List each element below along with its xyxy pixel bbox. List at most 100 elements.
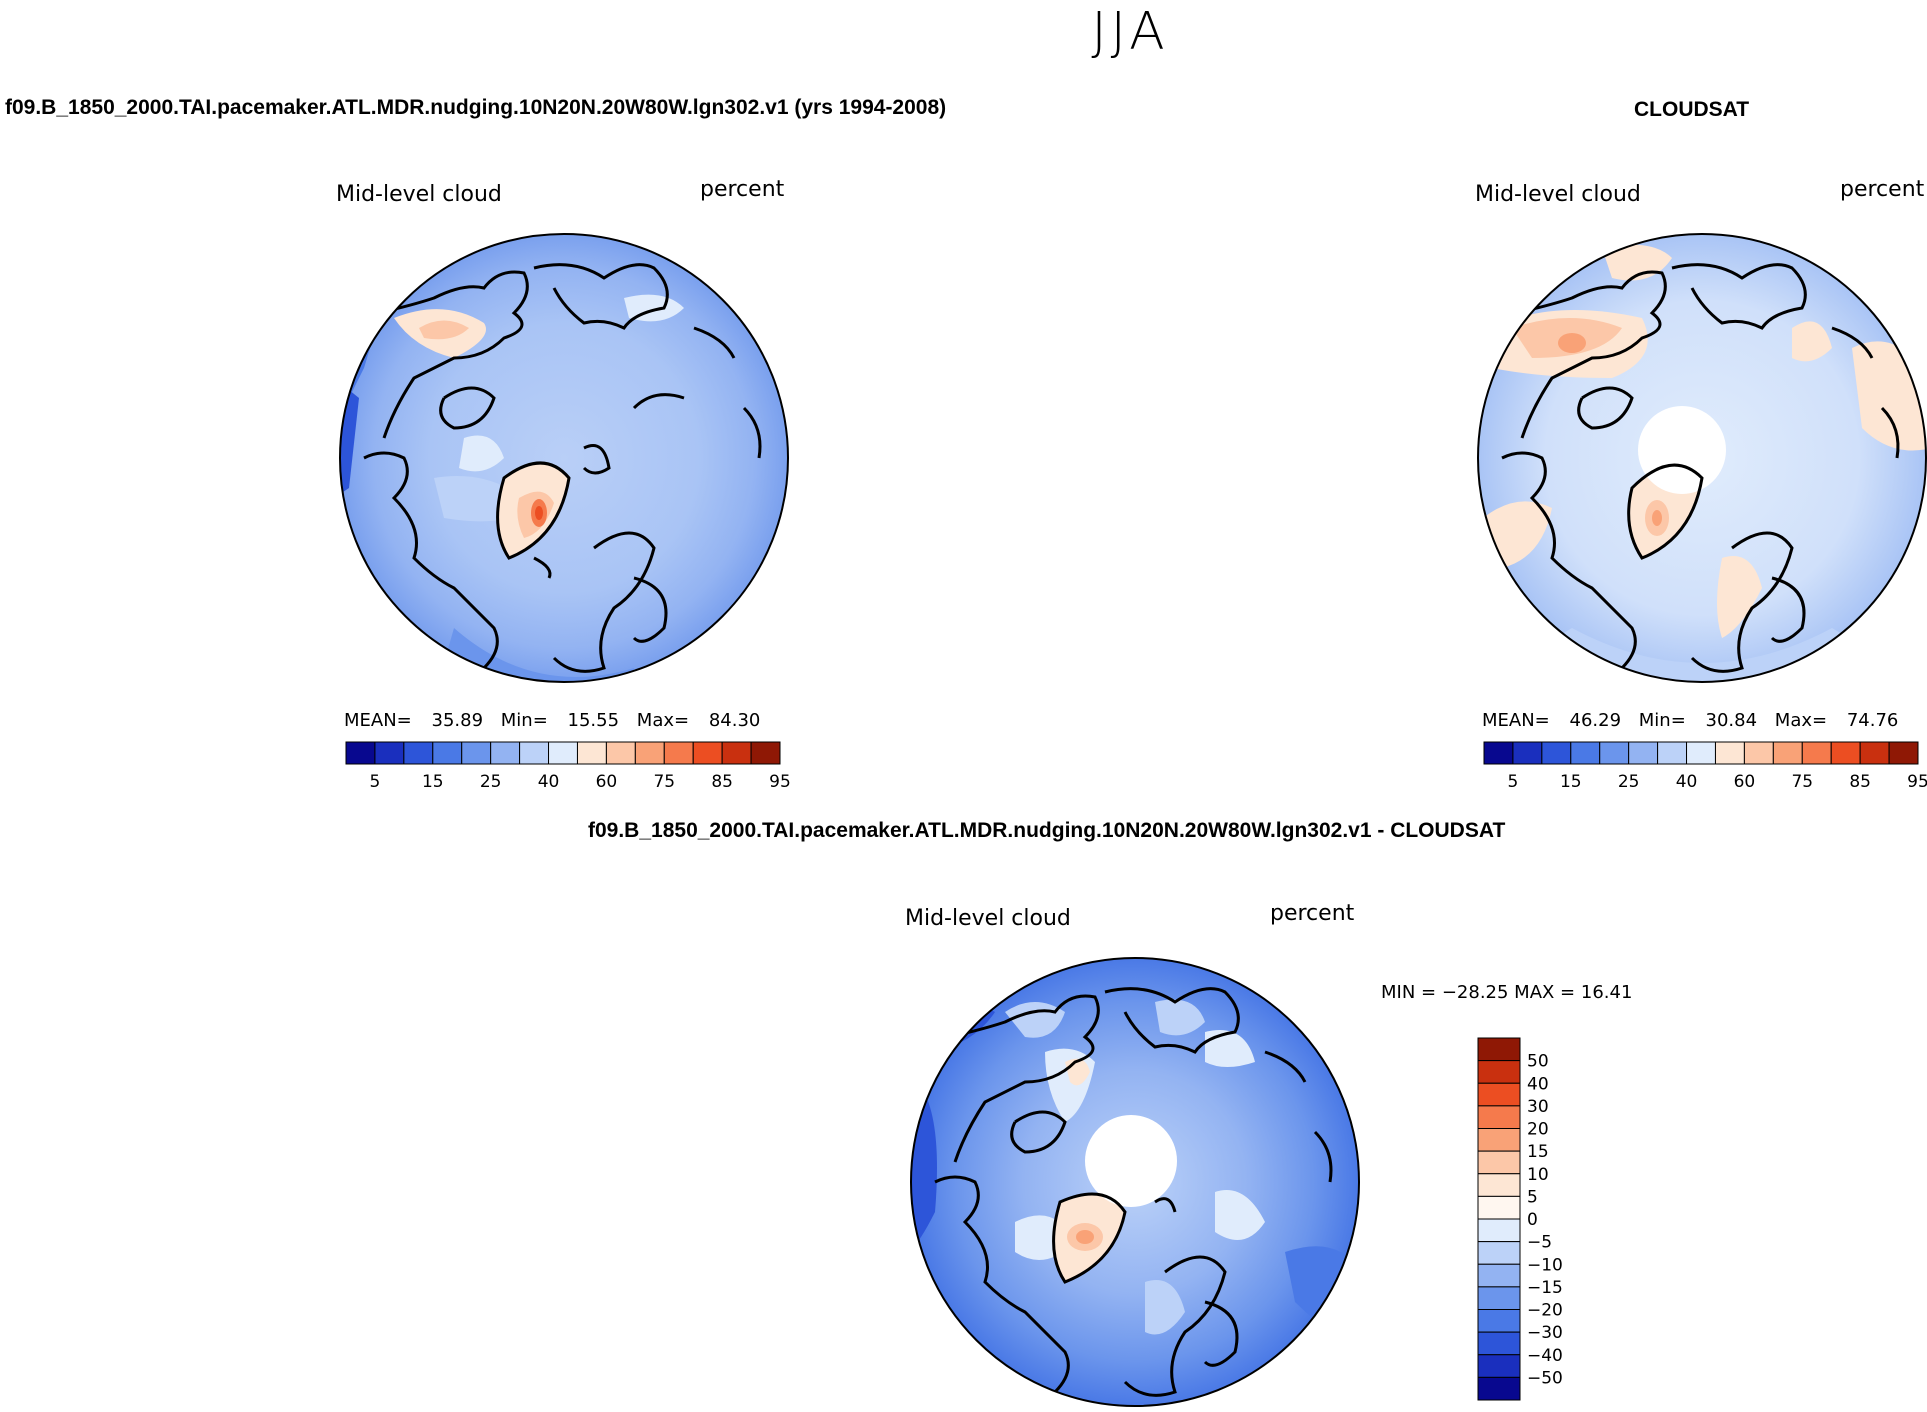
model-colorbar: 5 15 25 40 60 75 85 95 — [345, 741, 791, 792]
model-mean-label: MEAN= — [344, 710, 412, 731]
obs-colorbar-tick-label: 60 — [1734, 772, 1756, 792]
diff-colorbar-tick-label: 10 — [1527, 1165, 1549, 1185]
model-mean-value: 35.89 — [431, 710, 484, 731]
diff-minmax: MIN = −28.25 MAX = 16.41 — [1381, 982, 1633, 1003]
model-colorbar-swatch — [403, 741, 434, 765]
obs-polar-map — [1477, 233, 1927, 683]
model-max-label: Max= — [636, 710, 690, 731]
diff-colorbar-swatch — [1477, 1173, 1521, 1197]
model-header: f09.B_1850_2000.TAI.pacemaker.ATL.MDR.nu… — [5, 96, 947, 119]
model-colorbar-swatch — [548, 741, 578, 765]
diff-colorbar-tick-label: 40 — [1527, 1074, 1549, 1094]
obs-variable-label: Mid-level cloud — [1475, 182, 1641, 207]
diff-colorbar-swatch — [1477, 1263, 1521, 1288]
diff-colorbar-swatch — [1477, 1195, 1521, 1220]
obs-mean-label: MEAN= — [1482, 710, 1550, 731]
diff-variable-label: Mid-level cloud — [905, 906, 1071, 931]
model-colorbar-swatch — [519, 741, 550, 765]
obs-colorbar-swatch — [1657, 741, 1688, 765]
obs-stats: MEAN= 46.29 Min= 30.84 Max= 74.76 — [1482, 710, 1898, 731]
diff-colorbar-tick-label: −50 — [1527, 1368, 1563, 1388]
model-colorbar-swatch — [345, 741, 376, 765]
obs-colorbar-tick-label: 85 — [1849, 772, 1871, 792]
diff-colorbar-swatch — [1477, 1060, 1521, 1084]
diff-colorbar-swatch — [1477, 1241, 1521, 1265]
obs-colorbar-tick-label: 95 — [1907, 772, 1927, 792]
season-title: JJA — [1091, 2, 1169, 62]
model-colorbar-swatch — [374, 741, 405, 765]
obs-colorbar-swatch — [1686, 741, 1716, 765]
obs-colorbar-swatch — [1628, 741, 1659, 765]
model-colorbar-tick-label: 85 — [711, 772, 733, 792]
diff-colorbar-tick-label: −15 — [1527, 1278, 1563, 1298]
model-colorbar-swatch — [605, 741, 636, 765]
diff-colorbar-tick-label: −30 — [1527, 1323, 1563, 1343]
model-max-value: 84.30 — [708, 710, 761, 731]
model-colorbar-tick-label: 5 — [370, 772, 381, 792]
obs-colorbar-tick-label: 5 — [1508, 772, 1519, 792]
obs-max-label: Max= — [1774, 710, 1828, 731]
obs-mean-value: 46.29 — [1569, 710, 1622, 731]
model-colorbar-swatch — [721, 741, 752, 765]
diff-colorbar-tick-label: 5 — [1527, 1187, 1538, 1207]
obs-colorbar-swatch — [1541, 741, 1572, 765]
obs-colorbar-tick-label: 15 — [1560, 772, 1582, 792]
model-colorbar-swatch — [490, 741, 521, 765]
diff-colorbar-tick-label: −10 — [1527, 1255, 1563, 1275]
obs-min-value: 30.84 — [1705, 710, 1758, 731]
model-polar-map — [339, 233, 789, 683]
model-colorbar-swatch — [461, 741, 492, 765]
model-variable-label: Mid-level cloud — [336, 182, 502, 207]
obs-colorbar-swatch — [1483, 741, 1514, 765]
obs-colorbar-swatch — [1888, 741, 1919, 765]
model-min-label: Min= — [500, 710, 548, 731]
diff-colorbar-swatch — [1477, 1331, 1521, 1356]
diff-colorbar-swatch — [1477, 1218, 1521, 1243]
model-colorbar-swatch — [432, 741, 463, 765]
obs-colorbar-tick-label: 75 — [1791, 772, 1813, 792]
model-colorbar-tick-label: 60 — [596, 772, 618, 792]
obs-colorbar-swatch — [1772, 741, 1803, 765]
diff-colorbar-tick-label: 20 — [1527, 1120, 1549, 1140]
diff-colorbar-swatch — [1477, 1309, 1521, 1333]
diff-colorbar-swatch — [1477, 1082, 1521, 1107]
obs-colorbar-swatch — [1859, 741, 1890, 765]
model-colorbar-tick-label: 40 — [538, 772, 560, 792]
obs-colorbar-swatch — [1512, 741, 1543, 765]
model-stats: MEAN= 35.89 Min= 15.55 Max= 84.30 — [344, 710, 760, 731]
obs-colorbar-tick-label: 40 — [1676, 772, 1698, 792]
model-colorbar-swatch — [663, 741, 694, 765]
obs-colorbar-swatch — [1714, 741, 1745, 765]
model-colorbar-tick-label: 15 — [422, 772, 444, 792]
obs-colorbar-swatch — [1599, 741, 1630, 765]
obs-max-value: 74.76 — [1846, 710, 1899, 731]
model-colorbar-swatch — [634, 741, 665, 765]
model-colorbar-swatch — [692, 741, 723, 765]
model-colorbar-swatch — [576, 741, 607, 765]
diff-polar-map — [910, 957, 1360, 1407]
diff-colorbar-tick-label: 50 — [1527, 1052, 1549, 1072]
diff-colorbar-swatch — [1477, 1376, 1521, 1401]
obs-units-label: percent — [1840, 177, 1925, 202]
diff-units-label: percent — [1270, 901, 1355, 926]
diff-colorbar-swatch — [1477, 1150, 1521, 1175]
model-colorbar-tick-label: 95 — [769, 772, 791, 792]
model-colorbar-tick-label: 75 — [653, 772, 675, 792]
diff-colorbar-tick-label: 15 — [1527, 1142, 1549, 1162]
diff-colorbar-tick-label: −20 — [1527, 1301, 1563, 1321]
obs-colorbar-swatch — [1830, 741, 1861, 765]
obs-colorbar: 5 15 25 40 60 75 85 95 — [1483, 741, 1927, 792]
obs-min-label: Min= — [1638, 710, 1686, 731]
diff-colorbar-tick-label: −40 — [1527, 1346, 1563, 1366]
model-colorbar-tick-label: 25 — [480, 772, 502, 792]
diff-header: f09.B_1850_2000.TAI.pacemaker.ATL.MDR.nu… — [588, 819, 1506, 842]
model-min-value: 15.55 — [567, 710, 620, 731]
obs-colorbar-swatch — [1801, 741, 1832, 765]
model-units-label: percent — [700, 177, 785, 202]
obs-colorbar-tick-label: 25 — [1618, 772, 1640, 792]
diff-colorbar-swatch — [1477, 1037, 1521, 1062]
diff-colorbar-swatch — [1477, 1286, 1521, 1310]
diff-colorbar-swatch — [1477, 1128, 1521, 1152]
obs-header: CLOUDSAT — [1634, 98, 1750, 121]
